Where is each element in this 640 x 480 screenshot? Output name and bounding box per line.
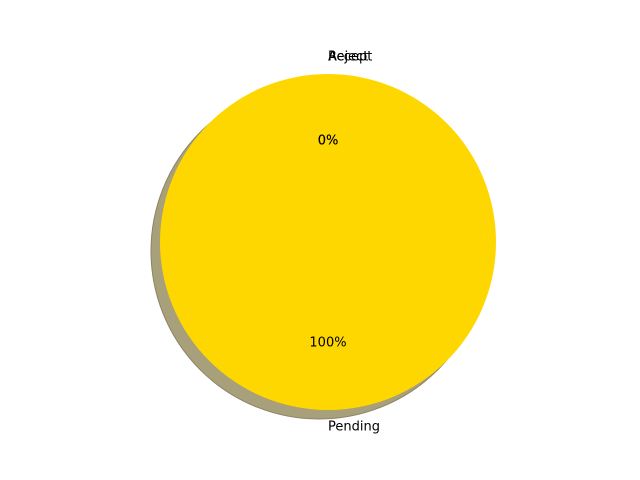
pct-label-accept: 0% [318,134,339,149]
pie-slice-pending [160,74,496,410]
slice-label-pending: Pending [328,419,380,434]
pct-label-reject: 0% [318,134,339,149]
pie-slices-layer [160,74,496,410]
slice-label-reject: Reject [328,50,368,65]
slice-label-accept: Accept [328,50,372,65]
pct-label-pending: 100% [309,335,346,350]
